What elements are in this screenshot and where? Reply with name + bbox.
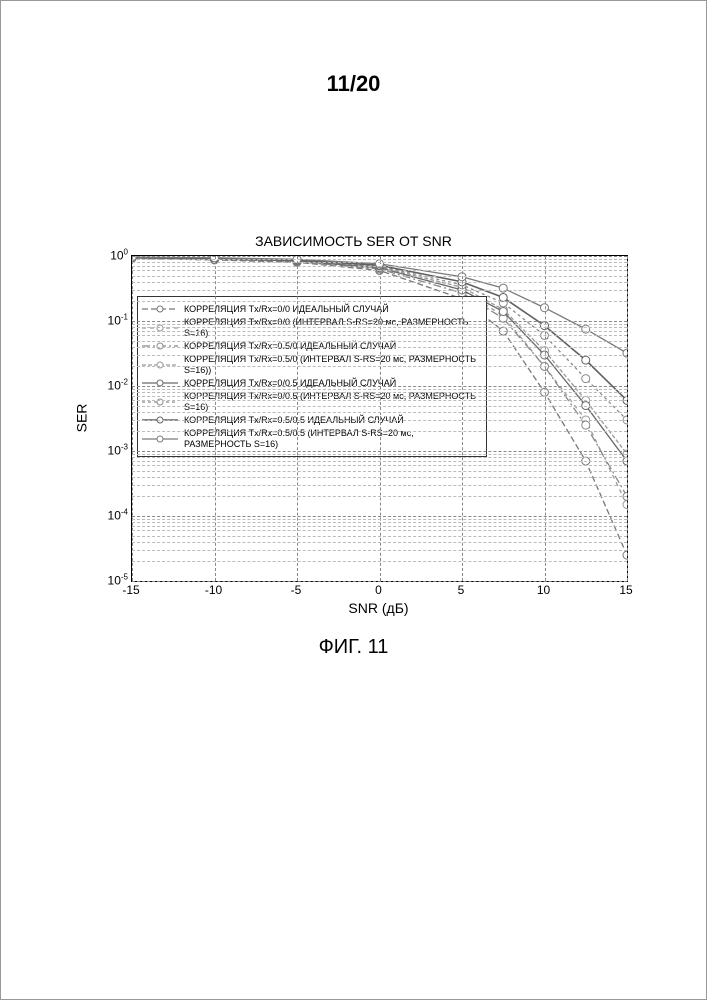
grid-line-horizontal-minor — [132, 389, 627, 390]
grid-line-horizontal-minor — [132, 266, 627, 267]
x-tick-label: -10 — [205, 583, 222, 597]
grid-line-horizontal-minor — [132, 522, 627, 523]
legend-label: КОРРЕЛЯЦИЯ Tx/Rx=0/0.5 (ИНТЕРВАЛ S-RS=20… — [184, 391, 482, 412]
grid-line-vertical — [462, 256, 463, 581]
chart-container: SER КОРРЕЛЯЦИЯ Tx/Rx=0/0 ИДЕАЛЬНЫЙ СЛУЧА… — [71, 255, 638, 615]
legend-item: КОРРЕЛЯЦИЯ Tx/Rx=0.5/0 (ИНТЕРВАЛ S-RS=20… — [142, 354, 482, 375]
series-marker — [499, 293, 507, 301]
grid-line-horizontal-minor — [132, 301, 627, 302]
series-marker — [582, 421, 590, 429]
grid-line-horizontal-minor — [132, 400, 627, 401]
legend-swatch — [142, 434, 178, 444]
y-tick-label: 10-5 — [96, 573, 128, 588]
grid-line-horizontal — [132, 451, 627, 452]
grid-line-horizontal-minor — [132, 282, 627, 283]
legend-swatch — [142, 360, 178, 370]
grid-line-horizontal-minor — [132, 454, 627, 455]
series-marker — [582, 356, 590, 364]
page: 11/20 ЗАВИСИМОСТЬ SER ОТ SNR SER КОРРЕЛЯ… — [0, 0, 707, 1000]
grid-line-vertical — [297, 256, 298, 581]
grid-line-horizontal-minor — [132, 396, 627, 397]
grid-line-horizontal-minor — [132, 536, 627, 537]
grid-line-horizontal-minor — [132, 324, 627, 325]
grid-line-horizontal-minor — [132, 406, 627, 407]
y-tick-label: 10-1 — [96, 313, 128, 328]
grid-line-horizontal-minor — [132, 519, 627, 520]
grid-line-horizontal-minor — [132, 561, 627, 562]
x-axis-label: SNR (дБ) — [131, 600, 626, 616]
grid-line-horizontal — [132, 581, 627, 582]
grid-line-horizontal — [132, 321, 627, 322]
grid-line-horizontal-minor — [132, 331, 627, 332]
grid-line-horizontal-minor — [132, 477, 627, 478]
grid-line-horizontal-minor — [132, 341, 627, 342]
grid-line-vertical — [380, 256, 381, 581]
grid-line-horizontal-minor — [132, 431, 627, 432]
grid-line-horizontal-minor — [132, 471, 627, 472]
x-tick-label: 0 — [375, 583, 382, 597]
grid-line-vertical — [132, 256, 133, 581]
grid-line-horizontal-minor — [132, 420, 627, 421]
x-tick-label: 15 — [619, 583, 632, 597]
grid-line-vertical — [215, 256, 216, 581]
x-tick-label: 10 — [537, 583, 550, 597]
grid-line-horizontal-minor — [132, 412, 627, 413]
series-marker — [582, 375, 590, 383]
grid-line-horizontal-minor — [132, 542, 627, 543]
grid-line-horizontal-minor — [132, 347, 627, 348]
y-tick-label: 10-2 — [96, 378, 128, 393]
x-tick-label: -5 — [291, 583, 302, 597]
grid-line-horizontal-minor — [132, 496, 627, 497]
grid-line-horizontal-minor — [132, 550, 627, 551]
legend-item: КОРРЕЛЯЦИЯ Tx/Rx=0/0 ИДЕАЛЬНЫЙ СЛУЧАЙ — [142, 304, 482, 314]
grid-line-horizontal-minor — [132, 526, 627, 527]
grid-line-horizontal-minor — [132, 355, 627, 356]
grid-line-horizontal-minor — [132, 392, 627, 393]
legend-label: КОРРЕЛЯЦИЯ Tx/Rx=0.5/0 (ИНТЕРВАЛ S-RS=20… — [184, 354, 482, 375]
plot-area: КОРРЕЛЯЦИЯ Tx/Rx=0/0 ИДЕАЛЬНЫЙ СЛУЧАЙ КОР… — [131, 255, 628, 582]
grid-line-horizontal-minor — [132, 270, 627, 271]
grid-line-horizontal — [132, 386, 627, 387]
y-axis-label-text: SER — [73, 403, 89, 432]
grid-line-horizontal-minor — [132, 465, 627, 466]
grid-line-horizontal-minor — [132, 366, 627, 367]
grid-line-horizontal-minor — [132, 276, 627, 277]
grid-line-horizontal-minor — [132, 259, 627, 260]
legend-swatch — [142, 304, 178, 314]
grid-line-horizontal-minor — [132, 262, 627, 263]
y-axis-label: SER — [71, 255, 91, 580]
grid-line-horizontal-minor — [132, 327, 627, 328]
y-tick-label: 10-4 — [96, 508, 128, 523]
grid-line-horizontal-minor — [132, 457, 627, 458]
grid-line-horizontal — [132, 256, 627, 257]
grid-line-horizontal-minor — [132, 335, 627, 336]
grid-line-horizontal-minor — [132, 530, 627, 531]
page-number: 11/20 — [1, 71, 706, 97]
series-marker — [499, 308, 507, 316]
y-tick-label: 10-3 — [96, 443, 128, 458]
legend-item: КОРРЕЛЯЦИЯ Tx/Rx=0/0.5 (ИНТЕРВАЛ S-RS=20… — [142, 391, 482, 412]
grid-line-vertical — [627, 256, 628, 581]
x-tick-label: 5 — [458, 583, 465, 597]
grid-line-vertical — [545, 256, 546, 581]
grid-line-horizontal-minor — [132, 461, 627, 462]
figure-caption: ФИГ. 11 — [1, 636, 706, 659]
grid-line-horizontal — [132, 516, 627, 517]
y-tick-label: 100 — [96, 248, 128, 263]
grid-line-horizontal-minor — [132, 485, 627, 486]
grid-line-horizontal-minor — [132, 290, 627, 291]
